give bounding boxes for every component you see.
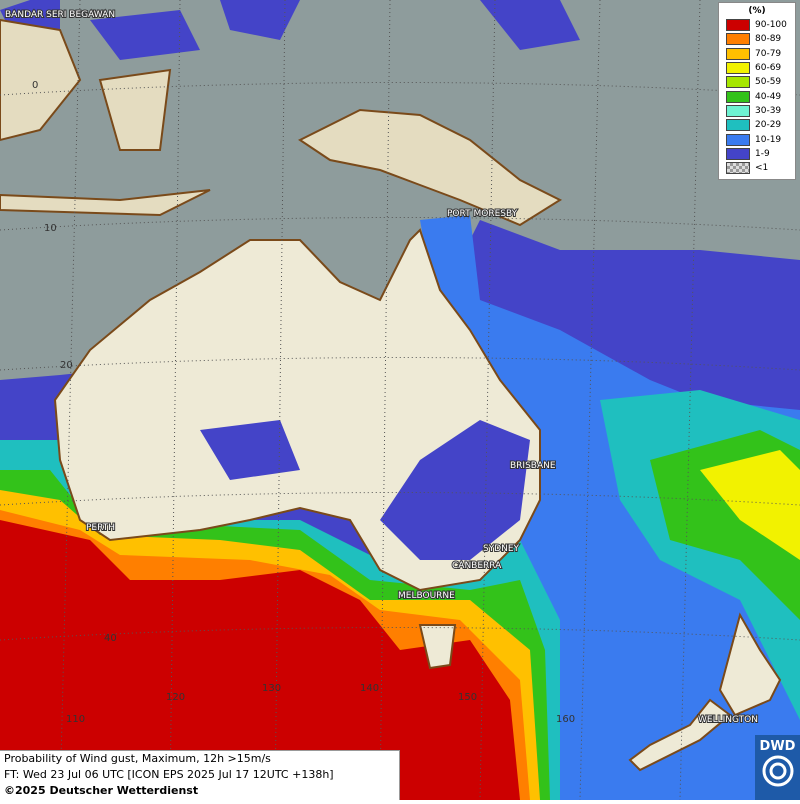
city-label: PORT MORESBY <box>447 209 518 219</box>
legend-label: 50-59 <box>755 77 782 88</box>
legend: (%) 90-100 80-89 70-79 60-69 50-59 40-49 30-39… <box>718 2 796 180</box>
grid-label: 140 <box>360 683 379 694</box>
legend-swatch <box>726 162 750 175</box>
legend-swatch <box>726 104 750 117</box>
city-label: PERTH <box>86 523 115 533</box>
grid-label: 150 <box>458 692 477 703</box>
legend-label: 20-29 <box>755 120 782 131</box>
legend-label: 30-39 <box>755 105 782 116</box>
legend-swatch <box>726 33 750 46</box>
copyright: ©2025 Deutscher Wetterdienst <box>4 784 199 797</box>
legend-swatch <box>726 47 750 60</box>
legend-label: 40-49 <box>755 91 782 102</box>
legend-item: 20-29 <box>726 118 795 132</box>
grid-label: 40 <box>104 633 117 644</box>
logo: DWD <box>755 735 800 800</box>
legend-title: (%) <box>748 6 766 16</box>
legend-swatch <box>726 90 750 103</box>
city-label: CANBERRA <box>452 561 502 571</box>
legend-label: 10-19 <box>755 134 782 145</box>
city-label: BRISBANE <box>510 461 556 471</box>
grid-label: 130 <box>262 683 281 694</box>
new-zealand <box>628 612 782 772</box>
zone-10-19 <box>420 215 800 800</box>
legend-label: 80-89 <box>755 34 782 45</box>
legend-item: 50-59 <box>726 75 795 89</box>
city-label: WELLINGTON <box>698 715 758 725</box>
legend-label: <1 <box>755 163 769 174</box>
zone-inland <box>200 420 530 560</box>
city-label: BANDAR SERI BEGAWAN <box>5 10 115 20</box>
caption: Probability of Wind gust, Maximum, 12h >… <box>0 750 400 800</box>
legend-swatch <box>726 19 750 32</box>
legend-swatch <box>726 62 750 75</box>
grid-label: 160 <box>556 714 575 725</box>
zone-north <box>0 0 580 60</box>
legend-item: 10-19 <box>726 132 795 146</box>
legend-item: 40-49 <box>726 89 795 103</box>
legend-item: 90-100 <box>726 18 795 32</box>
legend-label: 90-100 <box>755 20 787 31</box>
grid-label: 0 <box>32 80 38 91</box>
lon-lines <box>59 0 701 801</box>
logo-text: DWD <box>759 739 796 754</box>
legend-swatch <box>726 133 750 146</box>
legend-label: 70-79 <box>755 48 782 59</box>
grid-label: 120 <box>166 692 185 703</box>
lat-lines <box>0 82 800 641</box>
legend-item: 1-9 <box>726 147 795 161</box>
legend-label: 60-69 <box>755 63 782 74</box>
legend-item: 60-69 <box>726 61 795 75</box>
new-guinea <box>298 108 563 227</box>
legend-item: 70-79 <box>726 47 795 61</box>
legend-item: 30-39 <box>726 104 795 118</box>
legend-label: 1-9 <box>755 148 770 159</box>
caption-line: FT: Wed 23 Jul 06 UTC [ICON EPS 2025 Jul… <box>4 768 334 781</box>
city-label: SYDNEY <box>483 544 520 554</box>
tasmania <box>418 624 457 670</box>
zone-60-69 <box>700 450 800 560</box>
legend-swatch <box>726 76 750 89</box>
legend-swatch <box>726 119 750 132</box>
legend-item: 80-89 <box>726 32 795 46</box>
grid-label: 20 <box>60 360 73 371</box>
zone-south-90 <box>0 520 520 800</box>
logo-icon <box>762 755 793 787</box>
legend-swatch <box>726 147 750 160</box>
grid-label: 10 <box>44 223 57 234</box>
city-label: MELBOURNE <box>398 591 455 601</box>
islands <box>0 18 211 217</box>
grid-label: 110 <box>66 714 85 725</box>
legend-item: <1 <box>726 161 795 175</box>
caption-line: Probability of Wind gust, Maximum, 12h >… <box>4 752 271 765</box>
